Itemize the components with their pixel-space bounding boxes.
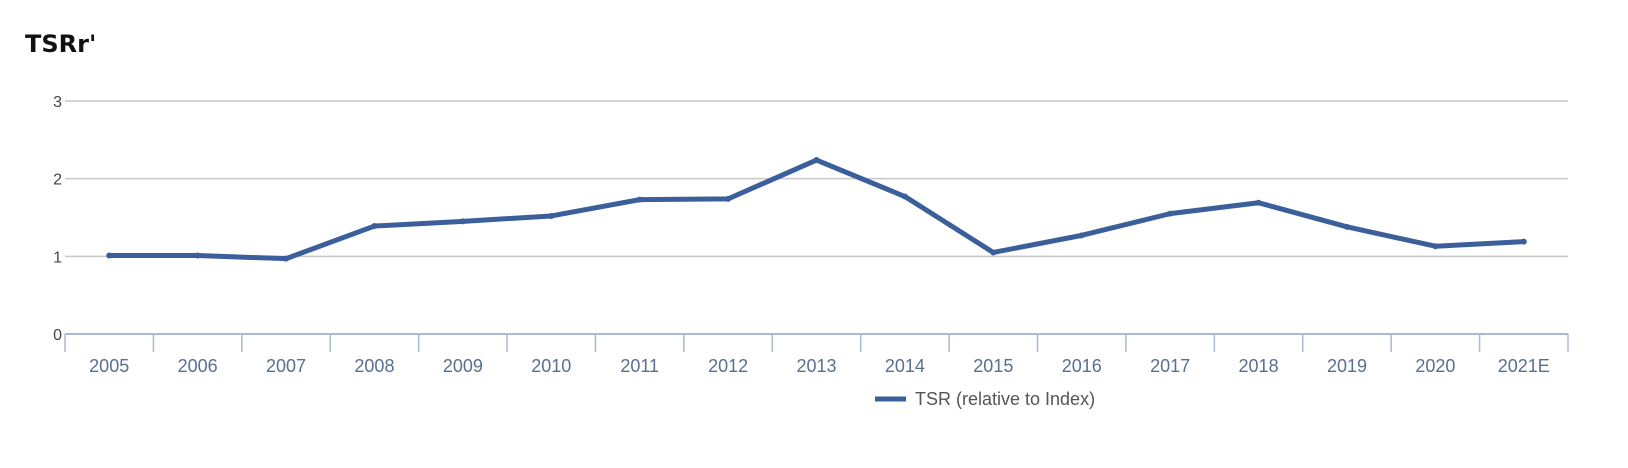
- gridlines: [65, 100, 1568, 258]
- x-tick-label: 2009: [443, 356, 483, 376]
- data-point: [459, 218, 466, 225]
- x-axis: [64, 333, 1569, 352]
- data-point: [1343, 223, 1350, 230]
- x-tick-label: 2018: [1239, 356, 1279, 376]
- x-tick-label: 2016: [1062, 356, 1102, 376]
- legend-item[interactable]: TSR (relative to Index): [875, 389, 1095, 409]
- y-axis-ticks: 0 1 2 3: [53, 94, 62, 344]
- x-tick-label: 2010: [531, 356, 571, 376]
- x-tick-label: 2013: [796, 356, 836, 376]
- data-point: [283, 255, 290, 262]
- data-point: [901, 193, 908, 200]
- x-tick-label: 2011: [620, 356, 659, 376]
- legend[interactable]: TSR (relative to Index): [875, 389, 1095, 409]
- data-point: [813, 157, 820, 164]
- x-tick-label: 2015: [973, 356, 1013, 376]
- data-point: [194, 252, 201, 259]
- x-tick-label: 2006: [178, 356, 218, 376]
- x-tick-label: 2008: [354, 356, 394, 376]
- x-tick-label: 2020: [1415, 356, 1455, 376]
- data-point: [1520, 238, 1527, 245]
- y-tick-label: 2: [53, 172, 62, 189]
- y-tick-label: 0: [53, 327, 62, 344]
- x-tick-label: 2005: [89, 356, 129, 376]
- x-tick-label: 2014: [885, 356, 925, 376]
- x-tick-label: 2021E: [1498, 356, 1550, 376]
- x-axis-ticks: 2005 2006 2007 2008 2009 2010 2011 2012 2013 2014…: [89, 356, 1550, 376]
- x-tick-label: 2017: [1150, 356, 1190, 376]
- x-tick-label: 2019: [1327, 356, 1367, 376]
- x-tick-label: 2012: [708, 356, 748, 376]
- data-point: [106, 252, 113, 259]
- data-point: [990, 249, 997, 256]
- chart-title: TSRr': [25, 30, 97, 58]
- data-point: [725, 195, 732, 202]
- data-point: [548, 212, 555, 219]
- data-point: [1432, 243, 1439, 250]
- data-point: [1255, 199, 1262, 206]
- series-layer: [106, 157, 1527, 262]
- data-point: [636, 196, 643, 203]
- data-point: [1167, 210, 1174, 217]
- data-point: [1078, 232, 1085, 239]
- y-tick-label: 1: [53, 249, 62, 266]
- series-line: [106, 157, 1527, 262]
- y-tick-label: 3: [53, 94, 62, 111]
- data-point: [371, 223, 378, 230]
- legend-label: TSR (relative to Index): [915, 389, 1095, 409]
- x-tick-label: 2007: [266, 356, 306, 376]
